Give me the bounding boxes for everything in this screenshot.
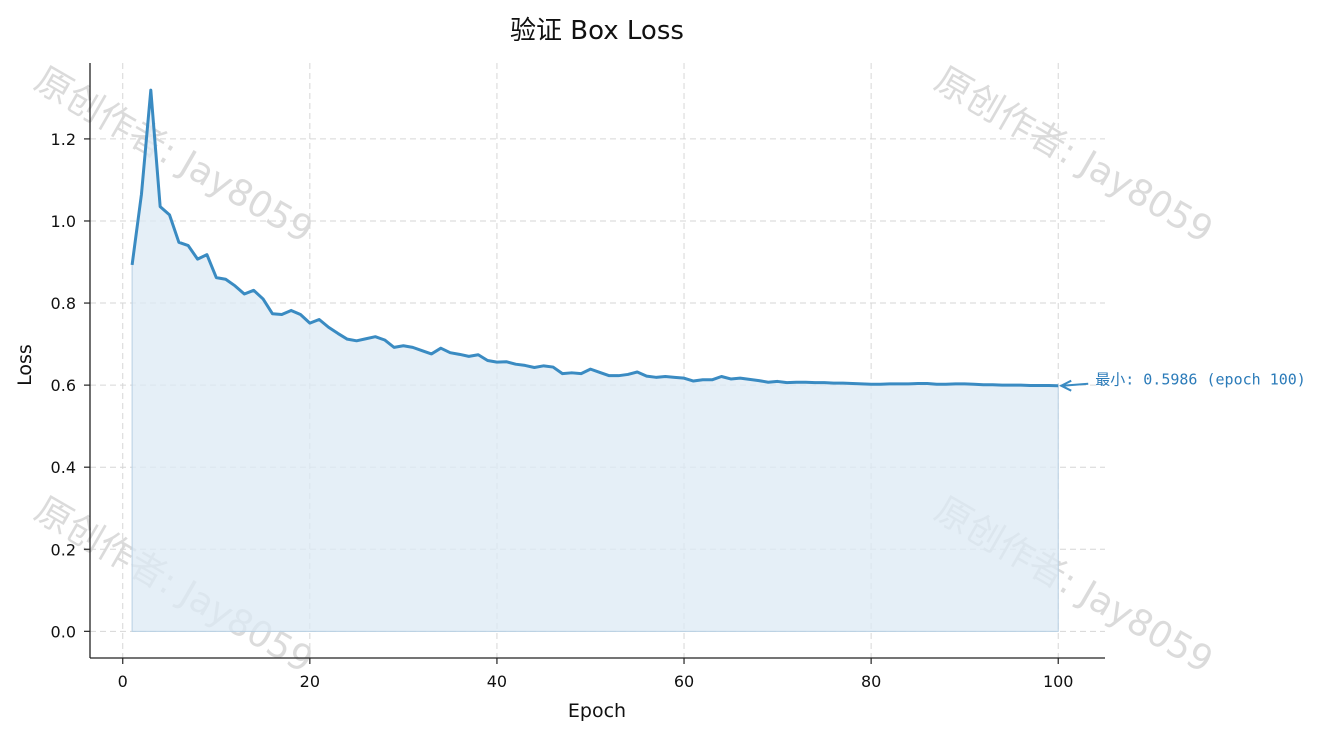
x-axis-label: Epoch	[568, 700, 626, 722]
annotation-arrow-head	[1058, 379, 1072, 392]
annotation-text: 最小: 0.5986 (epoch 100)	[1095, 371, 1306, 389]
ticks: 0 20 40 60 80 100 0.0 0.2 0.4 0.6 0.8 1.0 1.2	[51, 130, 1074, 691]
x-tick-label-4: 80	[861, 672, 881, 691]
y-tick-label-3: 0.6	[51, 376, 76, 395]
y-tick-label-6: 1.2	[51, 130, 76, 149]
y-tick-label-2: 0.4	[51, 458, 76, 477]
x-tick-label-5: 100	[1043, 672, 1074, 691]
loss-series-line	[130, 88, 1059, 388]
y-tick-label-5: 1.0	[51, 212, 76, 231]
y-tick-label-4: 0.8	[51, 294, 76, 313]
loss-area-fill	[131, 90, 1059, 632]
x-tick-label-2: 40	[487, 672, 507, 691]
y-tick-label-1: 0.2	[51, 540, 76, 559]
y-axis-label: Loss	[14, 344, 36, 386]
y-tick-label-0: 0.0	[51, 622, 76, 641]
x-tick-label-0: 0	[118, 672, 128, 691]
x-tick-label-1: 20	[300, 672, 320, 691]
min-annotation: 最小: 0.5986 (epoch 100)	[1058, 371, 1306, 392]
x-tick-label-3: 60	[674, 672, 694, 691]
annotation-arrow-shaft	[1062, 382, 1089, 387]
chart-title: 验证 Box Loss	[510, 16, 684, 46]
axes	[89, 63, 1105, 659]
watermark-text-1: 原创作者: Jay8059	[928, 59, 1220, 251]
